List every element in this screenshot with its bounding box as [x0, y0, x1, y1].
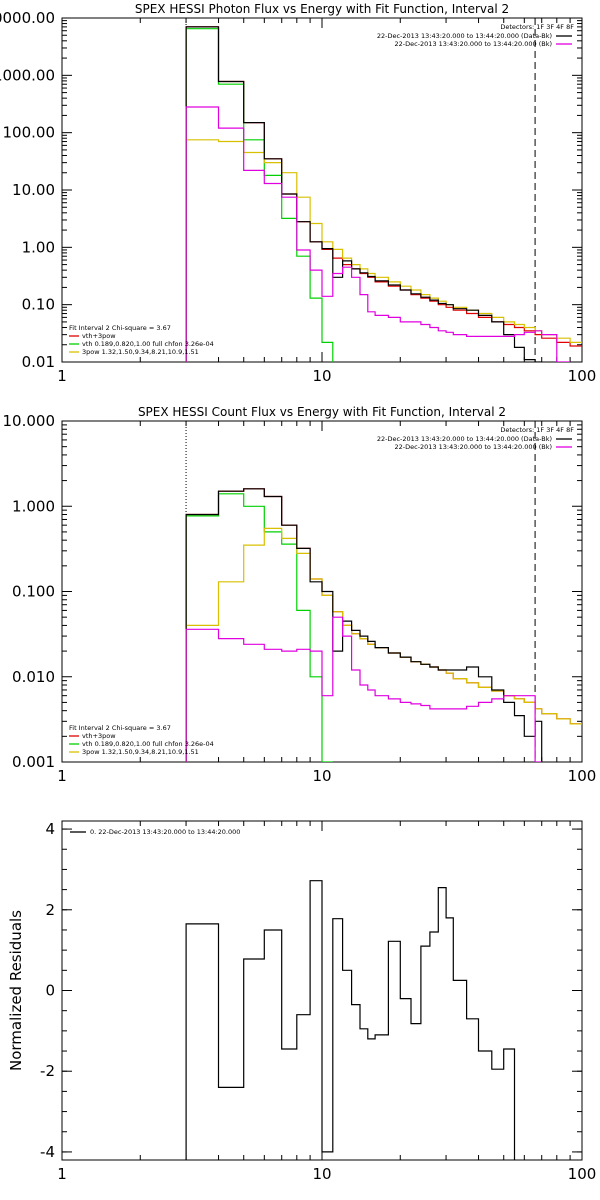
legend-entry-label: 3pow 1.32,1.50,9.34,8.21,10.9,1.51	[82, 748, 199, 756]
plot-area	[185, 488, 582, 762]
y-tick-label: 4	[45, 820, 55, 838]
legend-fit-info: Fit Interval 2 Chi-square = 3.67	[69, 324, 171, 332]
y-tick-label: 10.00	[12, 181, 55, 199]
y-tick-label: 0.001	[12, 753, 55, 771]
legend-entry-label: 22-Dec-2013 13:43:20.000 to 13:44:20.000…	[395, 443, 553, 451]
legend-entry-label: vth 0.189,0.820,1.00 full chfon 3.26e-04	[82, 740, 214, 748]
x-tick-label: 100	[568, 367, 597, 385]
y-tick-label: 0.100	[12, 583, 55, 601]
x-tick-label: 1	[57, 767, 67, 785]
plot-area	[185, 26, 582, 362]
series-line-4	[185, 488, 543, 762]
x-tick-label: 10	[312, 1165, 331, 1183]
series-line-5	[185, 106, 571, 362]
series-line-5	[185, 616, 542, 762]
x-tick-label: 10	[312, 767, 331, 785]
chart-panel-1: SPEX HESSI Photon Flux vs Energy with Fi…	[0, 2, 596, 385]
legend-entry-label: 22-Dec-2013 13:43:20.000 to 13:44:20.000…	[395, 40, 553, 48]
y-tick-label: 100.00	[3, 124, 56, 142]
series-line-1	[185, 26, 582, 362]
legend-fit-info: Fit Interval 2 Chi-square = 3.67	[69, 724, 171, 732]
legend-entry-label: 22-Dec-2013 13:43:20.000 to 13:44:20.000…	[377, 32, 552, 40]
x-tick-label: 10	[312, 367, 331, 385]
chart-title: SPEX HESSI Photon Flux vs Energy with Fi…	[135, 2, 509, 16]
y-tick-label: 0	[45, 982, 55, 1000]
y-tick-label: 0.010	[12, 668, 55, 686]
legend-entry-label: vth 0.189,0.820,1.00 full chfon 3.26e-04	[82, 340, 214, 348]
x-tick-label: 1	[57, 367, 67, 385]
legend-entry-label: vth+3pow	[82, 732, 116, 740]
legend-entry-label: 3pow 1.32,1.50,9.34,8.21,10.9,1.51	[82, 348, 199, 356]
series-line-2	[185, 493, 333, 762]
chart-panel-3: 1 10 100 -4 -2 0 2 4 Normalized Residuals 0. 22-D…	[7, 820, 596, 1183]
series-line-3	[185, 527, 582, 762]
y-tick-label: 1.000	[12, 497, 55, 515]
chart-title: SPEX HESSI Count Flux vs Energy with Fit…	[138, 405, 506, 419]
legend-detectors: Detectors: 1F 3F 4F 8F	[500, 23, 574, 31]
series-line-4	[185, 26, 542, 362]
series-line-1	[185, 488, 582, 762]
x-tick-label: 100	[568, 767, 597, 785]
y-axis-label: Normalized Residuals	[7, 910, 25, 1071]
y-tick-label: 0.10	[22, 296, 55, 314]
chart-panel-2: SPEX HESSI Count Flux vs Energy with Fit…	[3, 405, 597, 785]
legend-entry-label: 0. 22-Dec-2013 13:43:20.000 to 13:44:20.…	[90, 828, 240, 836]
y-tick-label: -2	[40, 1062, 55, 1080]
y-tick-label: 0.01	[22, 353, 55, 371]
y-tick-label: 1.00	[22, 238, 55, 256]
series-line-1	[185, 880, 516, 1160]
legend-detectors: Detectors: 1F 3F 4F 8F	[500, 426, 574, 434]
plot-area	[185, 880, 516, 1160]
series-line-3	[185, 139, 582, 362]
y-tick-label: -4	[40, 1143, 55, 1161]
y-tick-label: 2	[45, 901, 55, 919]
series-line-2	[185, 28, 334, 362]
legend-entry-label: vth+3pow	[82, 332, 116, 340]
y-tick-label: 10.000	[3, 412, 56, 430]
legend-entry-label: 22-Dec-2013 13:43:20.000 to 13:44:20.000…	[377, 435, 552, 443]
x-tick-label: 100	[568, 1165, 597, 1183]
x-tick-label: 1	[57, 1165, 67, 1183]
